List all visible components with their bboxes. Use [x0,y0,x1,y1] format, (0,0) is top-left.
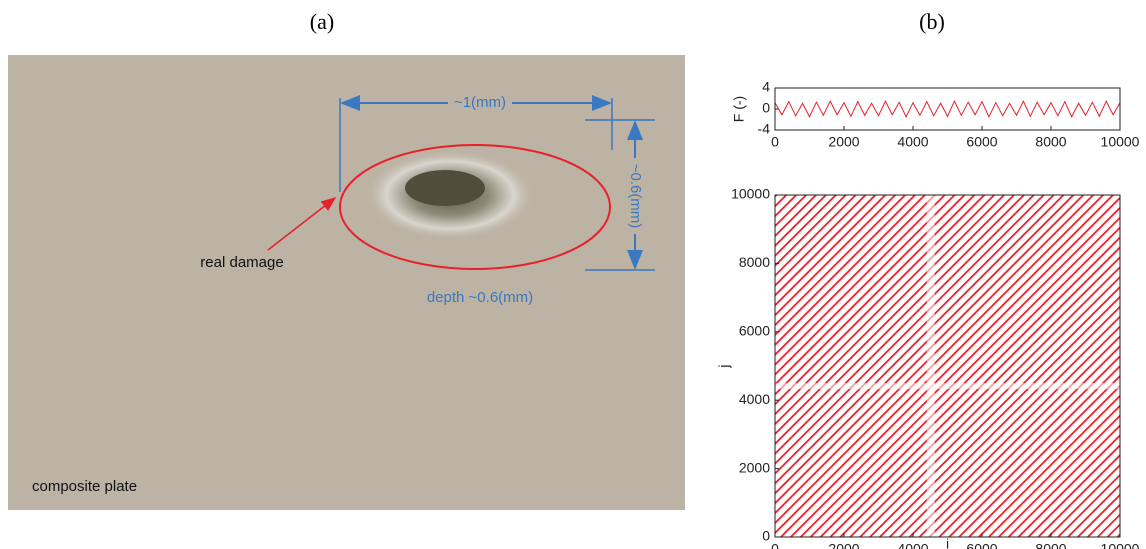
x-tick-label: 6000 [966,541,997,549]
y-axis-label: j [716,364,732,368]
x-tick-label: 0 [771,134,779,150]
recurrence-gap [775,383,1120,389]
recurrence-gap [927,195,935,537]
plate-label: composite plate [32,478,137,495]
damage-label: real damage [200,254,283,271]
width-label: ~1(mm) [454,94,506,111]
recurrence-texture [775,195,1120,537]
x-tick-label: 10000 [1101,134,1140,150]
y-tick-label: 4000 [739,391,770,407]
y-tick-label: 0 [762,100,770,116]
depth-label: depth ~0.6(mm) [427,289,533,306]
y-tick-label: -4 [758,121,771,137]
y-tick-label: 4 [762,79,770,95]
y-tick-label: 10000 [731,186,770,202]
y-axis-label: F (-) [731,96,747,122]
x-axis-label: i [946,536,949,549]
x-tick-label: 8000 [1035,134,1066,150]
x-tick-label: 2000 [828,541,859,549]
figure: (a) (b) ~1(mm) ~0.6(mm) depth ~0.6(mm) r… [0,0,1146,549]
y-tick-label: 8000 [739,254,770,270]
x-tick-label: 4000 [897,541,928,549]
photo: ~1(mm) ~0.6(mm) depth ~0.6(mm) real dama… [8,55,685,510]
height-label: ~0.6(mm) [627,164,644,229]
x-tick-label: 8000 [1035,541,1066,549]
x-tick-label: 0 [771,541,779,549]
y-tick-label: 6000 [739,323,770,339]
y-tick-label: 2000 [739,459,770,475]
x-tick-label: 6000 [966,134,997,150]
panel-label: (a) [310,9,334,34]
x-tick-label: 4000 [897,134,928,150]
y-tick-label: 0 [762,528,770,544]
x-tick-label: 10000 [1101,541,1140,549]
x-tick-label: 2000 [828,134,859,150]
signal-line [775,101,1120,117]
panel-label: (b) [919,9,945,34]
